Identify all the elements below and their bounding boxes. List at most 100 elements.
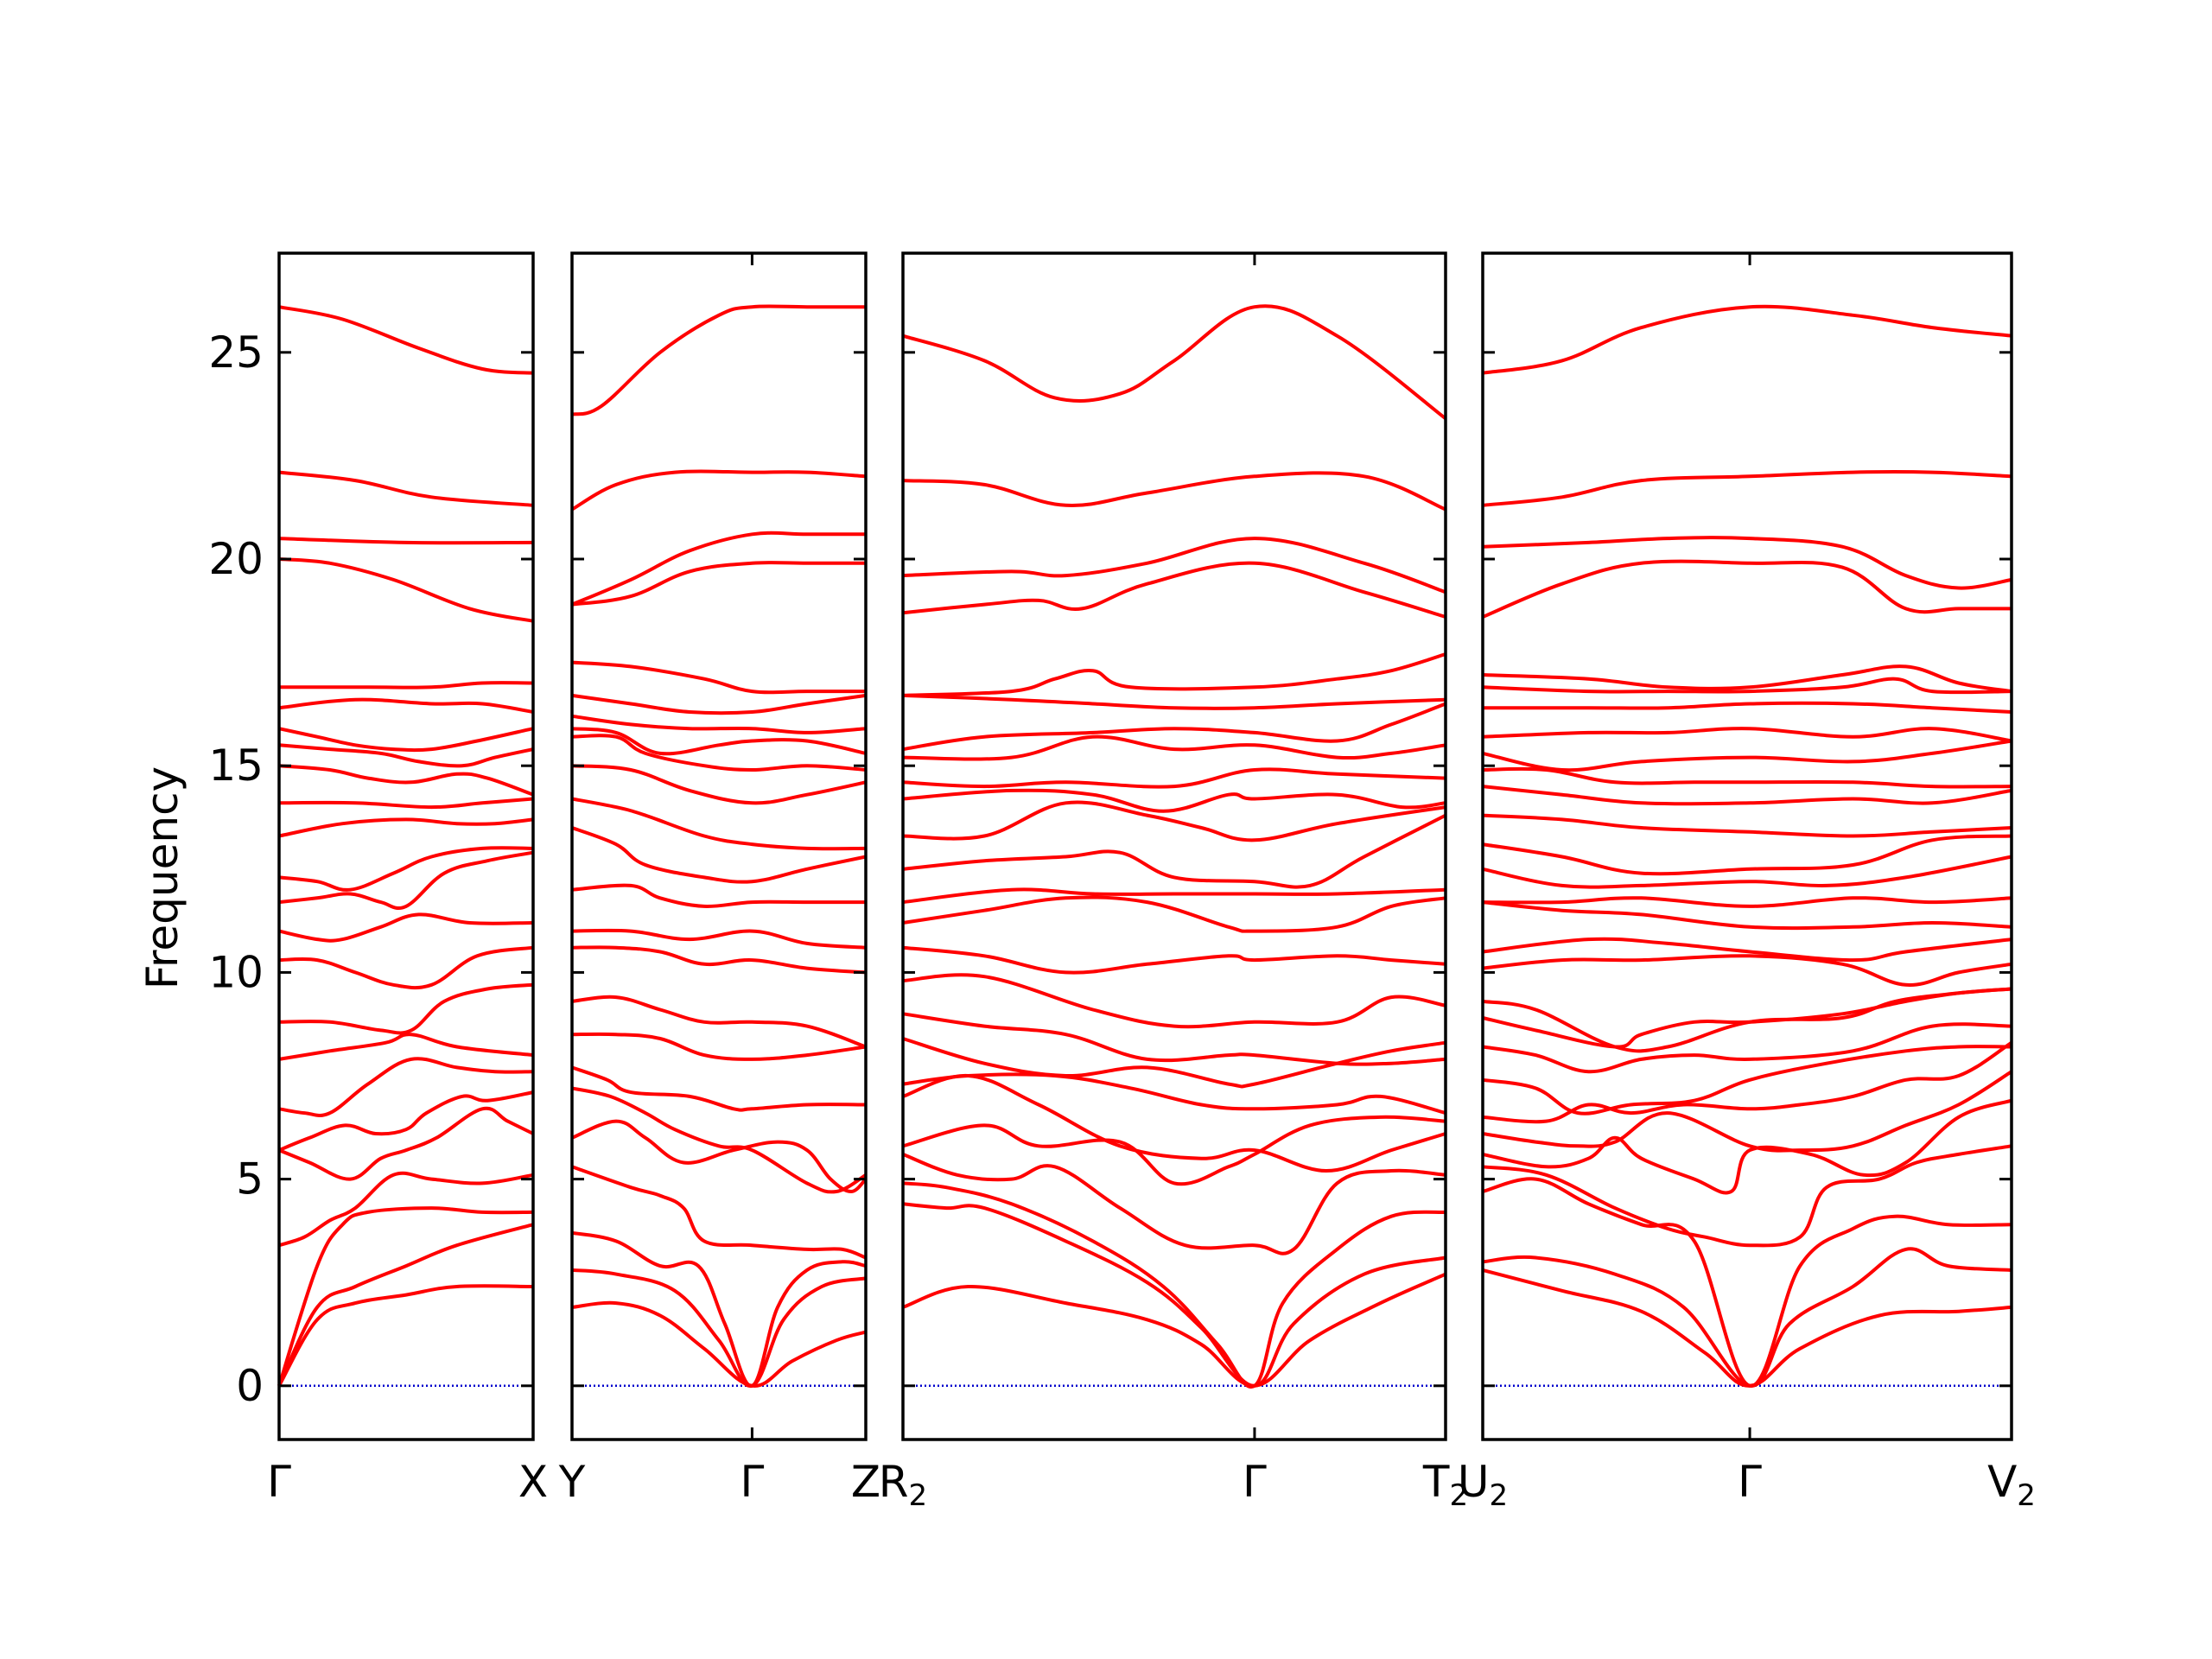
band-line-24 [902, 471, 1446, 512]
band-line-22 [278, 537, 534, 545]
band-line-5 [571, 1119, 868, 1193]
x-tick-label: X [518, 1457, 548, 1507]
x-tick-label: U2 [1458, 1457, 1508, 1513]
band-line-19 [278, 697, 534, 714]
band-line-12 [571, 883, 866, 908]
band-line-12 [1482, 954, 2012, 987]
band-line-22 [902, 561, 1446, 619]
band-line-18 [278, 727, 534, 753]
band-line-6 [278, 1090, 534, 1152]
panel-frame [570, 251, 868, 1441]
band-line-17 [902, 767, 1446, 789]
band-line-11 [278, 912, 534, 943]
band-line-18 [571, 714, 867, 734]
band-line-13 [571, 826, 867, 884]
x-tick-label: Γ [1738, 1457, 1762, 1507]
band-line-6 [1482, 1070, 2013, 1153]
band-line-9 [1482, 1022, 2012, 1074]
panel-frame [1481, 251, 2013, 1441]
band-line-14 [1482, 900, 2012, 931]
band-line-20 [571, 660, 866, 695]
band-line-24 [571, 304, 866, 416]
x-tick-label: V2 [1987, 1457, 2036, 1513]
band-line-19 [1482, 785, 2012, 806]
panel-3: R2 Γ T2 [879, 251, 1468, 1513]
band-line-2 [1482, 1247, 2012, 1388]
y-tick-label: 25 [208, 327, 264, 378]
x-tick-label: Γ [740, 1457, 764, 1507]
band-line-17 [571, 727, 867, 756]
band-line-13 [902, 887, 1446, 905]
band-line-14 [278, 817, 534, 838]
band-line-20 [1482, 766, 2012, 789]
band-line-22 [571, 531, 866, 607]
band-line-15 [571, 764, 867, 805]
x-tick-label: Γ [1243, 1457, 1267, 1507]
band-line-2 [277, 1223, 534, 1387]
band-line-5 [278, 1106, 534, 1181]
band-line-16 [1482, 855, 2012, 889]
band-line-10 [902, 973, 1446, 1029]
band-line-4 [1482, 1144, 2012, 1248]
band-line-24 [278, 305, 534, 375]
band-line-20 [279, 681, 534, 690]
band-line-1 [902, 1272, 1446, 1388]
band-line-17 [278, 743, 534, 768]
x-tick-label: T2 [1422, 1457, 1468, 1513]
x-tick-label: Y [558, 1457, 586, 1507]
band-line-25 [1482, 664, 2012, 694]
band-line-6 [902, 1073, 1446, 1173]
band-line-18 [902, 734, 1446, 761]
band-line-8 [278, 1033, 534, 1061]
band-line-27 [1482, 536, 2012, 590]
band-line-8 [1482, 1045, 2012, 1116]
band-line-15 [1482, 896, 2012, 908]
band-line-8 [571, 1032, 867, 1061]
band-line-23 [1483, 701, 2012, 714]
band-line-28 [1482, 469, 2012, 507]
band-line-16 [278, 764, 534, 797]
band-line-23 [902, 537, 1446, 594]
band-line-4 [278, 1171, 534, 1248]
band-line-18 [1482, 813, 2012, 838]
band-line-7 [278, 1057, 534, 1117]
band-line-17 [1482, 834, 2012, 876]
band-line-7 [571, 1065, 867, 1112]
band-line-19 [571, 693, 867, 715]
band-line-1 [277, 1284, 534, 1387]
band-line-23 [570, 469, 867, 512]
band-line-9 [278, 982, 534, 1035]
x-tick-label: R2 [879, 1457, 927, 1513]
band-line-15 [902, 800, 1446, 842]
band-line-13 [278, 846, 534, 892]
band-line-9 [902, 1012, 1446, 1066]
band-line-11 [571, 928, 867, 950]
band-line-21 [902, 652, 1446, 697]
panel-frame [277, 251, 535, 1441]
band-line-4 [902, 1153, 1446, 1255]
x-tick-label: Γ [267, 1457, 291, 1507]
band-line-25 [902, 304, 1447, 420]
band-line-7 [1482, 1041, 2013, 1124]
band-line-14 [571, 797, 867, 851]
band-line-2 [571, 1268, 867, 1388]
band-line-12 [902, 895, 1446, 933]
band-line-3 [1482, 1177, 2012, 1388]
band-line-11 [902, 945, 1446, 975]
band-line-6 [571, 1086, 868, 1194]
band-line-20 [902, 693, 1446, 710]
y-axis-tick-labels: 0 5 10 15 20 25 [208, 327, 264, 1411]
band-line-3 [902, 1181, 1446, 1389]
band-line-13 [1482, 937, 2012, 963]
band-line-10 [278, 945, 534, 990]
band-line-16 [571, 734, 867, 772]
band-line-11 [1482, 987, 2012, 1053]
band-line-22 [1482, 727, 2012, 743]
band-line-12 [278, 850, 534, 911]
y-tick-label: 15 [208, 741, 264, 791]
band-line-1 [1482, 1268, 2012, 1388]
panel-frame [901, 251, 1447, 1441]
